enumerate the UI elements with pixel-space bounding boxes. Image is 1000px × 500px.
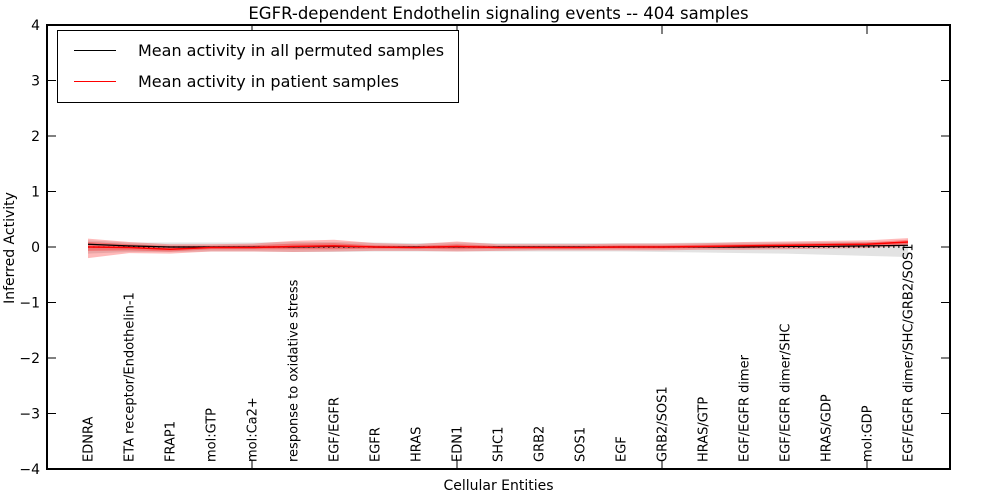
legend-item-patient: Mean activity in patient samples <box>74 69 444 93</box>
entity-label: EGFR <box>369 427 384 462</box>
entity-label: EGF/EGFR dimer/SHC/GRB2/SOS1 <box>902 244 917 463</box>
legend-label-patient: Mean activity in patient samples <box>138 71 399 91</box>
y-tick-label: −4 <box>19 462 40 478</box>
entity-label: ETA receptor/Endothelin-1 <box>123 292 138 462</box>
x-axis-label: Cellular Entities <box>443 478 554 494</box>
entity-label: EGF/EGFR dimer <box>738 354 753 462</box>
y-tick-label: 3 <box>31 74 40 90</box>
y-axis-label: Inferred Activity <box>2 192 18 304</box>
patient-line-swatch <box>74 80 116 82</box>
patient-std-band-inner <box>88 239 908 252</box>
chart-title: EGFR-dependent Endothelin signaling even… <box>248 4 749 23</box>
entity-label: SHC1 <box>492 427 507 462</box>
entity-label: mol:Ca2+ <box>246 397 261 462</box>
y-tick-label: −3 <box>19 407 40 423</box>
entity-label: EGF <box>615 436 630 462</box>
entity-label: GRB2 <box>533 426 548 462</box>
entity-label: mol:GDP <box>861 405 876 462</box>
entity-label: HRAS/GDP <box>820 394 835 462</box>
permuted-line-swatch <box>74 49 116 51</box>
entity-label: mol:GTP <box>205 408 220 462</box>
y-tick-label: 0 <box>31 240 40 256</box>
permuted-std-band <box>88 240 908 257</box>
entity-label: EDN1 <box>451 426 466 462</box>
entity-label: GRB2/SOS1 <box>656 386 671 462</box>
entity-label: EGF/EGFR <box>328 397 343 462</box>
entity-label: EGF/EGFR dimer/SHC <box>779 324 794 462</box>
y-tick-label: 4 <box>31 18 40 34</box>
entity-label: EDNRA <box>82 417 97 462</box>
y-tick-label: −1 <box>19 296 40 312</box>
entity-label: response to oxidative stress <box>287 279 302 462</box>
y-tick-label: 1 <box>31 185 40 201</box>
legend-item-permuted: Mean activity in all permuted samples <box>74 38 444 62</box>
entity-label: SOS1 <box>574 427 589 462</box>
legend: Mean activity in all permuted samples Me… <box>57 30 460 103</box>
y-tick-label: −2 <box>19 351 40 367</box>
legend-label-permuted: Mean activity in all permuted samples <box>138 40 445 60</box>
entity-label: FRAP1 <box>164 421 179 462</box>
y-tick-label: 2 <box>31 129 40 145</box>
patient-mean-line <box>87 241 909 250</box>
entity-label: HRAS <box>410 427 425 462</box>
entity-label: HRAS/GTP <box>697 397 712 462</box>
